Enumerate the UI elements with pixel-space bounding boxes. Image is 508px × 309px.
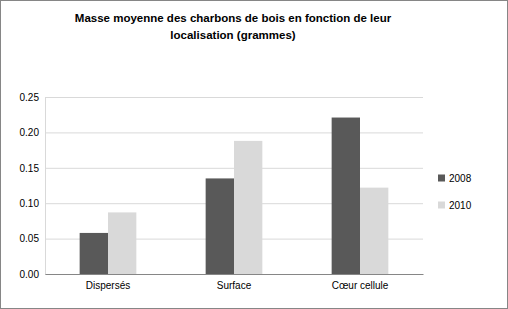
chart-title-line: localisation (grammes) [170, 29, 295, 41]
legend: 2008 2010 [438, 173, 472, 211]
y-tick-label: 0.25 [20, 92, 40, 103]
chart-title: Masse moyenne des charbons de bois en fo… [75, 12, 392, 41]
bar [108, 212, 136, 274]
x-tick: Dispersés [86, 274, 130, 291]
legend-swatch [438, 202, 445, 209]
bar [360, 188, 388, 274]
y-tick: 0.00 [20, 269, 45, 280]
x-axis: Dispersés Surface Cœur cellule [46, 274, 424, 291]
bar [332, 118, 360, 274]
legend-label: 2010 [449, 200, 472, 211]
x-tick-label: Surface [217, 280, 252, 291]
y-tick: 0.05 [20, 233, 45, 244]
y-tick-label: 0.10 [20, 198, 40, 209]
chart-border [1, 1, 508, 309]
grid [45, 98, 423, 275]
bars [80, 118, 389, 274]
y-tick: 0.10 [20, 198, 45, 209]
y-tick: 0.15 [20, 163, 45, 174]
x-tick: Surface [217, 274, 252, 291]
bar [234, 141, 262, 274]
chart: Masse moyenne des charbons de bois en fo… [0, 0, 508, 309]
x-tick-label: Cœur cellule [332, 280, 389, 291]
legend-swatch [438, 175, 445, 182]
x-axis-line [46, 274, 424, 275]
y-tick-label: 0.15 [20, 163, 40, 174]
grid-line [45, 132, 423, 133]
y-tick: 0.20 [20, 127, 45, 138]
x-tick: Cœur cellule [332, 274, 389, 291]
y-tick-label: 0.00 [20, 269, 40, 280]
y-tick-label: 0.20 [20, 127, 40, 138]
chart-title-line: Masse moyenne des charbons de bois en fo… [75, 12, 392, 24]
bar [80, 233, 108, 274]
y-tick: 0.25 [20, 92, 45, 103]
y-axis: 0.00 0.05 0.10 0.15 0.20 0.25 [20, 92, 46, 280]
bar-series [80, 118, 360, 274]
grid-line [45, 97, 423, 98]
y-tick-label: 0.05 [20, 233, 40, 244]
grid-line [45, 274, 423, 275]
bar [206, 178, 234, 274]
bar-series [108, 141, 388, 274]
legend-label: 2008 [449, 173, 472, 184]
x-tick-label: Dispersés [86, 280, 130, 291]
y-axis-line [45, 98, 46, 275]
